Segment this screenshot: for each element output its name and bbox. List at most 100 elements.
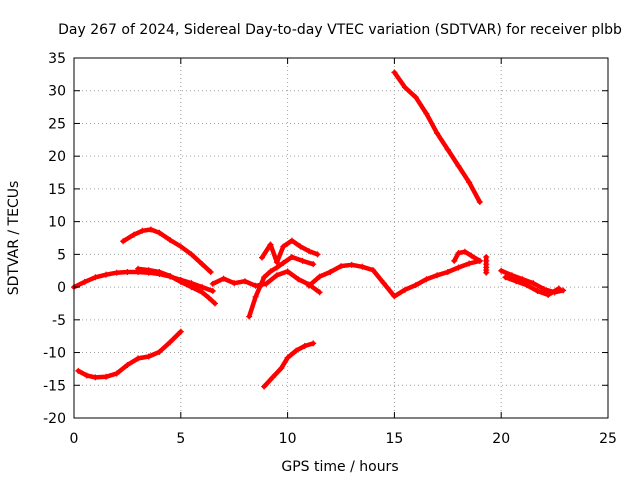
x-axis-label: GPS time / hours	[281, 459, 398, 475]
data-point	[423, 110, 430, 117]
data-point	[103, 373, 110, 380]
data-point	[145, 267, 152, 274]
data-point	[466, 260, 473, 267]
data-point	[476, 199, 483, 205]
data-point	[113, 269, 120, 276]
data-point	[359, 263, 366, 270]
chart-title: Day 267 of 2024, Sidereal Day-to-day VTE…	[58, 22, 622, 38]
data-point	[167, 236, 174, 243]
y-tick-label: -5	[52, 313, 66, 329]
data-point	[92, 274, 99, 281]
data-point	[261, 383, 268, 390]
data-point	[483, 269, 490, 276]
data-point	[267, 241, 274, 248]
data-point	[83, 372, 90, 379]
data-point	[199, 261, 206, 268]
data-point	[273, 259, 280, 266]
series-track-c	[135, 265, 218, 307]
data-point	[545, 291, 552, 298]
data-point	[177, 328, 184, 335]
data-point	[498, 267, 505, 274]
series-track-n	[502, 274, 562, 298]
data-point	[423, 276, 430, 283]
data-point	[113, 370, 120, 377]
data-point	[177, 243, 184, 250]
data-point	[167, 272, 174, 279]
data-point	[261, 274, 268, 281]
data-point	[434, 272, 441, 279]
data-point	[560, 287, 567, 294]
series-line	[120, 227, 213, 275]
data-point	[451, 257, 458, 264]
data-point	[299, 257, 306, 264]
data-point	[246, 313, 253, 320]
x-tick-label: 25	[599, 431, 617, 447]
data-point	[305, 282, 312, 289]
x-tick-label: 5	[176, 431, 185, 447]
data-point	[278, 365, 285, 372]
data-point	[199, 284, 206, 291]
y-tick-label: 20	[48, 149, 66, 165]
data-points	[71, 69, 567, 390]
data-point	[75, 367, 82, 374]
data-point	[209, 280, 216, 287]
data-point	[156, 269, 163, 276]
data-point	[280, 259, 287, 266]
data-point	[391, 69, 398, 76]
data-point	[145, 353, 152, 360]
data-point	[293, 347, 300, 354]
x-tick-label: 15	[385, 431, 403, 447]
data-point	[207, 269, 214, 276]
y-tick-label: 0	[57, 280, 66, 296]
data-point	[92, 374, 99, 381]
x-tick-label: 20	[492, 431, 510, 447]
data-point	[380, 280, 387, 287]
data-point	[412, 282, 419, 289]
data-point	[476, 257, 483, 264]
grid-lines	[74, 58, 608, 418]
data-point	[284, 268, 291, 275]
data-point	[188, 251, 195, 258]
series-track-j	[451, 248, 483, 264]
data-point	[310, 340, 317, 347]
y-axis-label: SDTVAR / TECUs	[6, 181, 22, 296]
data-point	[314, 251, 321, 258]
series-track-b	[120, 226, 214, 276]
data-point	[188, 284, 195, 291]
data-point	[199, 289, 206, 296]
data-point	[402, 84, 409, 91]
data-point	[258, 254, 265, 261]
data-point	[167, 339, 174, 346]
data-point	[103, 271, 110, 278]
data-point	[530, 280, 537, 287]
y-tick-label: 5	[57, 247, 66, 263]
data-point	[301, 343, 308, 349]
data-point	[124, 361, 131, 368]
data-point	[135, 265, 142, 272]
data-point	[273, 264, 280, 271]
data-point	[402, 286, 409, 293]
axis-ticks: 0 5 10 15 20 25 -20 -15 -10 -5 0 5 10 15 20 25 30 35	[43, 51, 617, 447]
data-point	[288, 237, 295, 244]
plot-frame	[73, 57, 609, 419]
data-point	[412, 94, 419, 101]
data-point	[316, 289, 323, 296]
data-point	[284, 354, 291, 361]
data-point	[555, 285, 562, 292]
series-line	[259, 238, 320, 265]
x-tick-label: 0	[70, 431, 79, 447]
data-point	[444, 146, 451, 153]
x-tick-label: 10	[279, 431, 297, 447]
data-point	[139, 227, 146, 234]
data-point	[466, 179, 473, 186]
data-point	[513, 278, 520, 285]
data-point	[455, 264, 462, 271]
data-point	[468, 252, 475, 259]
data-point	[348, 261, 355, 268]
data-point	[338, 263, 344, 270]
series-track-l	[483, 253, 490, 276]
data-point	[370, 267, 377, 274]
data-point	[231, 280, 238, 287]
data-point	[177, 278, 184, 285]
